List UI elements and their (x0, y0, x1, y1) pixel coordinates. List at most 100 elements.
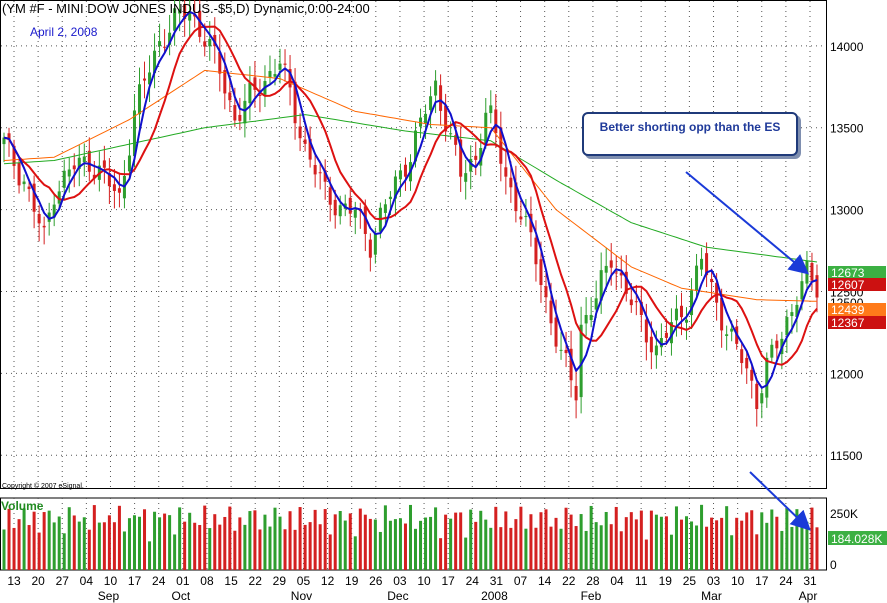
volume-bar (454, 512, 458, 570)
candle-body (644, 319, 648, 343)
volume-bar (504, 511, 508, 570)
candle-body (499, 127, 503, 164)
candle-body (158, 41, 162, 47)
volume-bar (253, 510, 257, 570)
candle-body (293, 81, 297, 124)
month-label: Dec (387, 589, 408, 603)
price-tick-label: 13000 (830, 204, 864, 218)
candle-body (679, 305, 683, 318)
candle-body (233, 105, 237, 121)
volume-bar (770, 509, 774, 570)
volume-bar (469, 509, 473, 570)
volume-bar (534, 527, 538, 570)
date-label: April 2, 2008 (30, 25, 98, 39)
volume-bar (2, 529, 6, 570)
ma-orange-line (3, 69, 818, 302)
volume-bar (22, 508, 26, 570)
volume-bar (263, 514, 267, 570)
candle-body (348, 197, 352, 214)
candle-body (614, 272, 618, 274)
x-tick-label: 24 (152, 574, 166, 588)
candle-body (554, 317, 558, 347)
volume-bar (815, 527, 819, 570)
candle-body (398, 170, 402, 180)
volume-bar (715, 520, 719, 570)
candle-body (534, 237, 538, 265)
candle-body (785, 317, 789, 336)
candle-body (203, 41, 207, 47)
volume-bar (258, 529, 262, 570)
volume-bar (599, 525, 603, 570)
x-tick-label: 03 (393, 574, 407, 588)
volume-bar (484, 519, 488, 570)
volume-bar (173, 534, 177, 570)
candle-body (669, 322, 673, 344)
candle-body (373, 233, 377, 255)
volume-bar (700, 504, 704, 570)
volume-bar (408, 504, 412, 570)
candle-body (639, 301, 643, 316)
volume-bar (153, 511, 157, 570)
x-tick-label: 17 (755, 574, 769, 588)
volume-title: Volume (1, 499, 44, 513)
volume-bar (459, 512, 463, 570)
x-tick-label: 22 (562, 574, 576, 588)
volume-bar (529, 514, 533, 570)
candle-body (549, 300, 553, 324)
candle-body (710, 278, 714, 283)
volume-bar (87, 529, 91, 570)
candle-body (22, 181, 26, 185)
candle-body (529, 213, 533, 233)
volume-bar (358, 508, 362, 570)
month-label: Oct (172, 589, 191, 603)
candle-body (288, 69, 292, 88)
candle-body (353, 209, 357, 218)
candle-body (659, 338, 663, 348)
volume-bar (479, 510, 483, 570)
volume-bar (52, 522, 56, 570)
volume-bar (388, 520, 392, 570)
candle-body (559, 349, 563, 351)
volume-bar (464, 537, 468, 570)
candle-body (67, 169, 71, 177)
candle-body (143, 78, 147, 81)
volume-bar (629, 512, 633, 570)
volume-bar (42, 512, 46, 570)
copyright: Copyright © 2007 eSignal. (2, 483, 84, 490)
volume-bar (278, 516, 282, 570)
last-value-tag (828, 316, 886, 329)
candle-body (268, 71, 272, 78)
arrow-to-price (685, 171, 810, 275)
volume-bar (494, 506, 498, 570)
candle-body (484, 112, 488, 144)
month-label: Feb (581, 589, 602, 603)
volume-bar (127, 518, 131, 570)
candle-body (87, 150, 91, 172)
candle-body (755, 383, 759, 410)
volume-bar (780, 530, 784, 570)
candle-body (318, 172, 322, 174)
candle-body (243, 100, 247, 124)
volume-bar (248, 511, 252, 570)
volume-bar (735, 517, 739, 570)
volume-bar (579, 514, 583, 570)
candle-body (740, 349, 744, 364)
price-panel (0, 0, 827, 489)
volume-bar (775, 516, 779, 570)
volume-bar (634, 519, 638, 570)
volume-bar (594, 522, 598, 570)
volume-bar (414, 528, 418, 570)
candle-body (805, 260, 809, 284)
volume-bar (273, 507, 277, 570)
volume-bar (117, 505, 121, 570)
volume-bar (669, 534, 673, 570)
candle-body (594, 298, 598, 310)
price-tick-label: 11500 (830, 449, 863, 463)
candle-body (800, 281, 804, 300)
candle-body (198, 10, 202, 37)
volume-bar (654, 514, 658, 570)
volume-bar (584, 530, 588, 570)
volume-bar (524, 528, 528, 570)
candle-body (188, 11, 192, 21)
volume-bar (132, 515, 136, 570)
